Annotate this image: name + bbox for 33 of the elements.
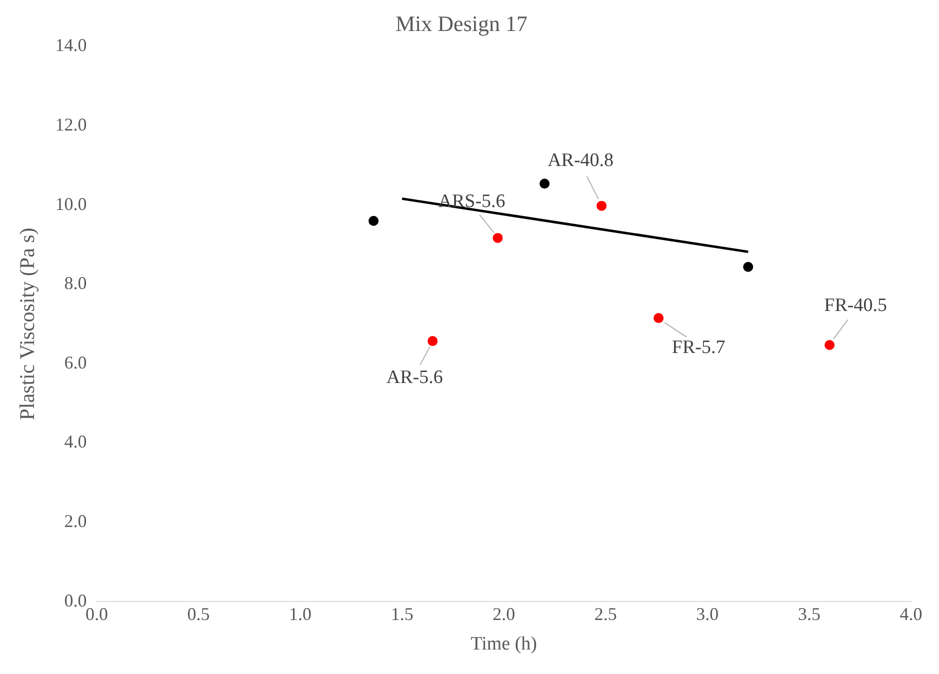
x-tick-label: 3.0 [696, 604, 719, 624]
y-axis-title: Plastic Viscosity (Pa s) [15, 228, 40, 420]
x-tick-label: 2.0 [492, 604, 516, 624]
annotation: FR-5.7 [672, 337, 726, 358]
point [654, 313, 664, 324]
point [368, 216, 379, 226]
point [596, 200, 607, 211]
y-tick-label: 8.0 [64, 273, 87, 294]
x-tick-label: 3.5 [798, 604, 820, 624]
annotation: AR-40.8 [548, 150, 614, 171]
y-tick-label: 2.0 [64, 511, 87, 532]
point [428, 336, 438, 346]
y-tick-label: 4.0 [64, 432, 87, 452]
chart-title: Mix Design 17 [396, 10, 528, 36]
x-tick-label: 0.5 [187, 604, 210, 624]
x-axis-title: Time (h) [470, 634, 538, 655]
x-tick-label: 0.0 [85, 604, 108, 624]
annotation: FR-40.5 [824, 295, 887, 316]
x-tick-label: 4.0 [900, 604, 922, 624]
y-tick-label: 10.0 [55, 194, 87, 214]
y-tick-label: 0.0 [64, 590, 87, 610]
point [743, 262, 754, 272]
y-tick-label: 14.0 [55, 35, 87, 56]
point [492, 232, 503, 243]
point [824, 340, 835, 350]
x-tick-label: 1.5 [390, 604, 414, 624]
x-tick-label: 2.5 [594, 604, 617, 624]
point [540, 178, 550, 189]
annotation: AR-5.6 [386, 367, 443, 388]
x-tick-label: 1.0 [289, 604, 312, 624]
y-tick-label: 6.0 [64, 352, 87, 372]
y-tick-label: 12.0 [55, 114, 87, 134]
annotation: ARS-5.6 [438, 190, 506, 212]
